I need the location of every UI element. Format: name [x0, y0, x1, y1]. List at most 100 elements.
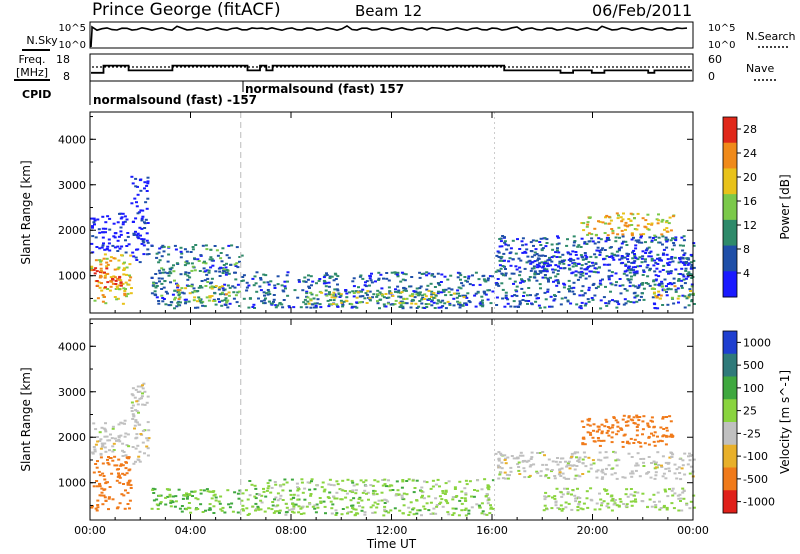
echo-cell [224, 266, 228, 269]
echo-cell [568, 285, 572, 288]
echo-cell [134, 409, 138, 412]
echo-cell [274, 510, 277, 513]
echo-cell [188, 292, 192, 295]
echo-cell [604, 285, 607, 288]
echo-cell [601, 468, 605, 471]
echo-cell [430, 304, 434, 307]
echo-cell [121, 464, 125, 467]
echo-cell [680, 236, 684, 239]
echo-cell [673, 463, 677, 466]
echo-cell [332, 293, 336, 296]
echo-cell [128, 263, 132, 266]
echo-cell [226, 299, 230, 302]
echo-cell [326, 299, 330, 302]
echo-cell [264, 274, 268, 277]
echo-cell [523, 470, 527, 473]
echo-cell [101, 503, 105, 506]
echo-cell [576, 506, 580, 508]
echo-cell [650, 222, 654, 225]
echo-cell [567, 264, 571, 267]
echo-cell [135, 436, 139, 439]
echo-cell [359, 274, 363, 277]
echo-cell [147, 429, 151, 432]
echo-cell [209, 282, 212, 285]
echo-cell [559, 491, 563, 494]
echo-cell [621, 476, 625, 479]
echo-cell [189, 511, 193, 514]
echo-cell [242, 509, 245, 512]
echo-cell [123, 473, 127, 476]
echo-cell [680, 286, 684, 289]
echo-cell [207, 269, 211, 272]
echo-cell [124, 489, 127, 492]
echo-cell [504, 294, 508, 297]
echo-cell [288, 306, 292, 309]
colorbar-swatch [723, 271, 737, 298]
echo-cell [656, 491, 660, 494]
echo-cell [90, 265, 94, 268]
echo-cell [575, 456, 578, 459]
echo-cell [145, 232, 149, 235]
echo-cell [202, 267, 206, 270]
echo-cell [279, 485, 283, 488]
echo-cell [627, 253, 630, 256]
echo-cell [491, 290, 495, 293]
echo-cell [420, 302, 424, 305]
echo-cell [664, 221, 668, 224]
echo-cell [665, 291, 668, 293]
echo-cell [647, 425, 651, 428]
echo-cell [135, 201, 138, 204]
echo-cell [327, 305, 331, 308]
echo-cell [213, 292, 217, 295]
echo-cell [105, 435, 109, 438]
echo-cell [444, 489, 448, 492]
echo-cell [654, 261, 658, 264]
echo-cell [503, 471, 507, 474]
echo-cell [295, 482, 299, 485]
echo-cell [326, 496, 330, 499]
echo-cell [176, 289, 180, 292]
echo-cell [416, 509, 420, 512]
echo-cell [690, 299, 694, 301]
echo-cell [387, 479, 390, 482]
echo-cell [629, 500, 633, 503]
echo-cell [411, 293, 414, 296]
echo-cell [619, 292, 623, 295]
echo-cell [588, 270, 592, 273]
echo-cell [502, 252, 506, 255]
echo-cell [191, 265, 195, 268]
echo-cell [161, 300, 165, 303]
echo-cell [641, 492, 645, 495]
echo-cell [535, 279, 539, 282]
echo-cell [585, 497, 589, 500]
echo-cell [597, 249, 601, 252]
echo-cell [459, 274, 463, 277]
echo-cell [187, 271, 191, 274]
echo-cell [323, 274, 327, 277]
echo-cell [279, 494, 283, 497]
echo-cell [109, 285, 113, 288]
echo-cell [461, 294, 465, 297]
echo-cell [650, 259, 654, 262]
echo-cell [122, 273, 126, 276]
echo-cell [650, 432, 653, 435]
echo-cell [648, 284, 652, 287]
echo-cell [582, 426, 586, 428]
echo-cell [130, 401, 134, 404]
echo-cell [309, 306, 313, 309]
echo-cell [176, 283, 179, 286]
echo-cell [107, 238, 111, 241]
echo-cell [350, 303, 354, 306]
echo-cell [314, 511, 318, 514]
x-tick-label: 04:00 [175, 524, 207, 537]
echo-cell [480, 502, 484, 505]
echo-cell [607, 464, 611, 467]
echo-cell [240, 499, 244, 502]
echo-cell [361, 506, 365, 509]
echo-cell [516, 238, 519, 241]
echo-cell [577, 458, 581, 461]
echo-cell [157, 277, 161, 280]
echo-cell [582, 451, 586, 454]
echo-cell [556, 269, 560, 272]
echo-cell [458, 295, 461, 297]
